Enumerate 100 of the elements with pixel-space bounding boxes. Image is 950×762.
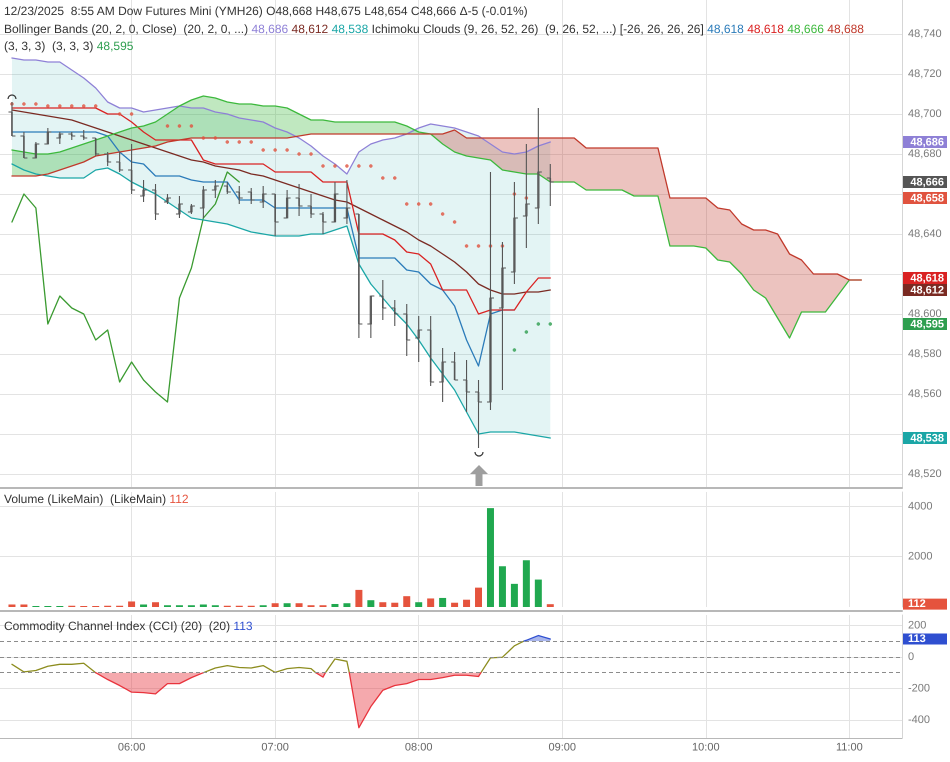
bar bbox=[546, 604, 554, 607]
point bbox=[416, 202, 420, 206]
point bbox=[381, 176, 385, 180]
x-tick-label: 06:00 bbox=[118, 742, 146, 754]
bar bbox=[355, 590, 362, 607]
bar bbox=[379, 602, 386, 607]
annotation: Bollinger Bands (20, 2, 0, Close) (20, 2, 0, ...) bbox=[4, 22, 248, 36]
text: 48,666 bbox=[787, 22, 824, 36]
y2-tick-label: 48,686 bbox=[910, 136, 944, 148]
bar bbox=[140, 604, 148, 607]
y-tick-label: 2000 bbox=[908, 550, 932, 563]
point bbox=[58, 104, 62, 108]
point bbox=[440, 212, 444, 216]
bar bbox=[272, 603, 279, 607]
x-tick-label: 09:00 bbox=[548, 742, 576, 754]
chart-title: Volume (LikeMain) (LikeMain) bbox=[4, 492, 166, 506]
x-tick-label: 11:00 bbox=[836, 742, 863, 754]
line-series bbox=[11, 57, 551, 175]
point bbox=[297, 152, 301, 156]
y-tick-label: 4000 bbox=[908, 500, 932, 512]
bar bbox=[343, 603, 350, 607]
text: 48,686 bbox=[251, 22, 288, 36]
chart-title: Commodity Channel Index (CCI) (20) (20) bbox=[4, 619, 230, 633]
point bbox=[46, 104, 50, 108]
annotation: Ichimoku Clouds (9, 26, 52, 26) (9, 26, 52, ...) [-26, 26, 26, 26] bbox=[372, 22, 704, 36]
point bbox=[118, 112, 122, 116]
point bbox=[190, 124, 194, 128]
bar bbox=[152, 602, 160, 607]
point bbox=[130, 112, 134, 116]
point bbox=[333, 164, 337, 168]
point bbox=[321, 164, 325, 168]
bar bbox=[391, 602, 398, 607]
x-tick-label: 08:00 bbox=[404, 742, 432, 754]
text: 48,538 bbox=[332, 22, 368, 36]
point bbox=[524, 330, 528, 334]
y-tick-label: 113 bbox=[908, 633, 926, 646]
text: 48,618 bbox=[747, 22, 784, 36]
line-series bbox=[11, 129, 862, 281]
point bbox=[202, 136, 206, 140]
point bbox=[309, 152, 313, 156]
y-tick-label: 48,560 bbox=[908, 388, 942, 400]
point bbox=[261, 148, 265, 152]
y-tick-label: 48,580 bbox=[908, 348, 942, 360]
point bbox=[512, 348, 516, 352]
bar bbox=[331, 604, 338, 607]
bar bbox=[510, 584, 518, 607]
point bbox=[357, 164, 361, 168]
point bbox=[476, 244, 480, 248]
point bbox=[166, 124, 170, 128]
text: 48,618 bbox=[707, 22, 744, 36]
point bbox=[536, 322, 540, 326]
point bbox=[82, 104, 86, 108]
bar bbox=[498, 566, 506, 607]
text: 113 bbox=[233, 619, 253, 633]
point bbox=[214, 136, 218, 140]
line-series bbox=[11, 163, 551, 439]
x-tick-label: 07:00 bbox=[261, 742, 289, 754]
bar bbox=[128, 601, 136, 607]
point bbox=[452, 220, 456, 224]
text: 48,612 bbox=[292, 22, 328, 36]
bar bbox=[200, 604, 207, 607]
line-series bbox=[11, 171, 240, 403]
y-tick-label: 0 bbox=[908, 650, 914, 663]
point bbox=[178, 124, 182, 128]
y-tick-label: 200 bbox=[908, 619, 926, 632]
bar bbox=[415, 602, 422, 607]
point bbox=[369, 164, 373, 168]
point bbox=[285, 148, 289, 152]
bar bbox=[486, 508, 494, 607]
y-tick-label: 112 bbox=[908, 598, 926, 610]
point bbox=[345, 164, 349, 168]
y2-tick-label: 48,666 bbox=[910, 176, 944, 188]
y-tick-label: -400 bbox=[908, 714, 930, 726]
y2-tick-label: 48,658 bbox=[910, 192, 944, 204]
point bbox=[22, 102, 26, 106]
point bbox=[464, 244, 468, 248]
bar bbox=[296, 603, 303, 607]
y2-tick-label: 48,538 bbox=[910, 432, 944, 444]
x-tick-label: 10:00 bbox=[692, 742, 720, 754]
bar bbox=[451, 602, 458, 607]
y-tick-label: 48,740 bbox=[908, 28, 942, 40]
point bbox=[70, 104, 74, 108]
bar bbox=[8, 604, 16, 607]
point bbox=[404, 202, 409, 206]
bar bbox=[20, 604, 28, 607]
text: 112 bbox=[169, 492, 189, 506]
point bbox=[226, 140, 230, 144]
bar bbox=[427, 598, 434, 607]
y-tick-label: 48,600 bbox=[908, 308, 942, 320]
y-tick-label: 48,700 bbox=[908, 108, 942, 120]
y-tick-label: 48,640 bbox=[908, 228, 942, 240]
text: 48,595 bbox=[96, 39, 134, 53]
bar bbox=[522, 560, 530, 607]
chart-title: 12/23/2025 8:55 AM Dow Futures Mini (YMH26) O48,668 H48,675 L48,654 C48,666 Δ-5 (-0.01%) bbox=[4, 4, 528, 18]
bar bbox=[439, 598, 446, 607]
y2-tick-label: 48,612 bbox=[910, 284, 944, 296]
bar bbox=[475, 588, 482, 607]
bar bbox=[403, 596, 410, 607]
point bbox=[237, 140, 242, 144]
y-tick-label: 48,520 bbox=[908, 468, 942, 480]
